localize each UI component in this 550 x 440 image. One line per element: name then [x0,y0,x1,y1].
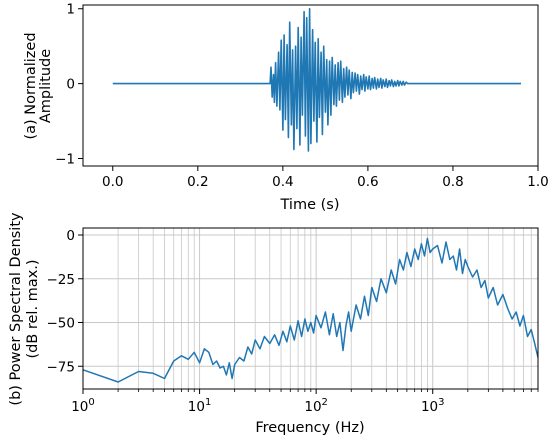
panel-a-x-axis-label: Time (s) [280,197,340,213]
panel-a-y-axis-label-line-1: (a) Normalized [23,32,39,139]
panel-b-y-tick-label: −25 [47,272,76,288]
waveform-line [112,7,521,152]
panel-a-x-tick-label: 0.8 [442,174,463,190]
panel-b-grid [82,228,539,389]
panel-a-x-tick-label: 1.0 [527,174,548,190]
panel-b-y-axis-label-line-2: (dB rel. max.) [25,259,41,358]
panel-a-y-axis-label-line-2: Amplitude [38,49,54,123]
panel-a-x-tick-label: 0.6 [357,174,378,190]
panel-a-series [112,7,521,152]
panel-b-series [82,237,539,383]
panel-a-y-tick-label: 0 [66,77,75,93]
panel-a-y-tick-label: 1 [66,2,75,18]
time-series-panel: 0.0 0.2 0.4 0.6 0.8 1.0 −1 0 1 Time (s) (a) Nor… [23,2,549,213]
panel-b-y-ticks: 0 −25 −50 −75 [47,228,83,375]
spectrum-panel: 100 101 102 103 0 −25 −50 −75 Frequency (Hz) (… [8,212,539,436]
panel-a-x-tick-label: 0.2 [187,174,208,190]
panel-b-y-axis-label-line-1: (b) Power Spectral Density [8,212,24,406]
spectrum-line [82,237,539,383]
panel-a-y-tick-label: −1 [55,152,75,168]
panel-b-x-tick-label: 102 [304,397,328,415]
panel-a-x-tick-label: 0.0 [102,174,123,190]
panel-b-y-tick-label: −50 [47,316,76,332]
panel-b-x-axis-label: Frequency (Hz) [255,420,364,436]
panel-b-x-tick-label: 101 [188,397,212,415]
panel-b-y-tick-label: −75 [47,359,76,375]
panel-b-x-tick-label: 103 [421,397,445,415]
panel-b-y-tick-label: 0 [66,228,75,244]
panel-a-x-tick-label: 0.4 [272,174,293,190]
panel-b-x-ticks: 100 101 102 103 [71,389,539,415]
panel-a-frame [82,4,539,167]
panel-b-x-tick-label: 100 [71,397,95,415]
panel-a-x-ticks: 0.0 0.2 0.4 0.6 0.8 1.0 [102,166,549,190]
panel-a-y-ticks: −1 0 1 [55,2,83,168]
